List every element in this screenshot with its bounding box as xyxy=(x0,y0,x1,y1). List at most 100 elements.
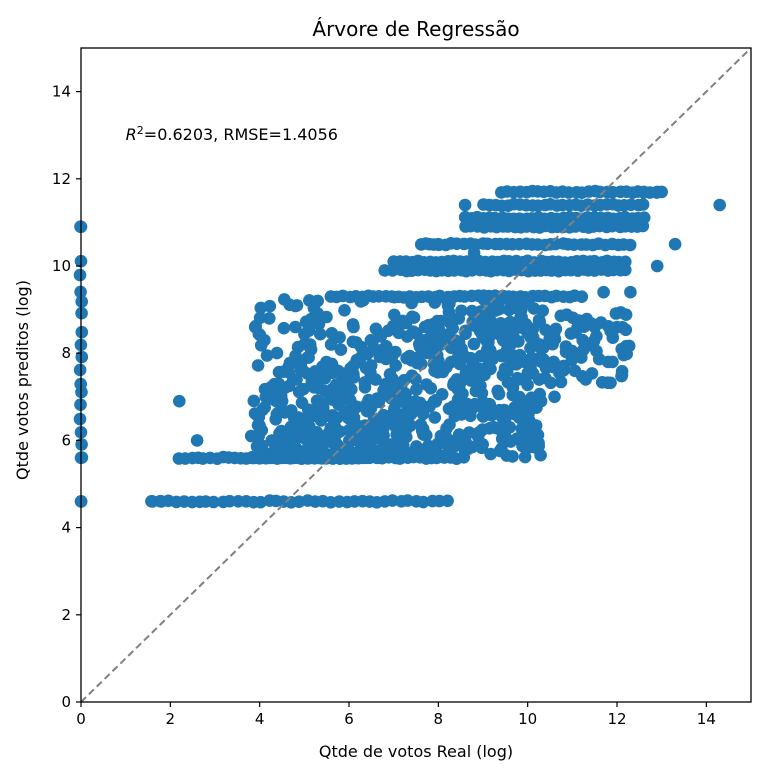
data-point xyxy=(286,440,300,454)
x-axis: 0 2 4 6 8 10 12 14 xyxy=(76,702,716,728)
data-point xyxy=(569,326,582,339)
metrics-text: =0.6203, RMSE=1.4056 xyxy=(144,125,338,144)
data-point xyxy=(270,346,284,360)
data-point xyxy=(484,447,498,461)
plot-frame xyxy=(80,47,752,703)
data-point xyxy=(512,394,525,408)
data-point xyxy=(637,211,651,224)
data-point xyxy=(173,394,186,408)
data-point xyxy=(404,419,417,432)
data-point xyxy=(302,320,316,334)
y-tick-label: 12 xyxy=(52,170,71,188)
data-point xyxy=(575,290,589,304)
data-point xyxy=(412,443,426,457)
data-point xyxy=(371,416,385,430)
data-point xyxy=(314,327,327,341)
y-tick-label: 8 xyxy=(61,344,71,362)
data-point xyxy=(393,430,406,444)
data-point xyxy=(515,372,528,386)
data-point xyxy=(493,403,506,417)
data-point xyxy=(475,310,489,324)
data-point xyxy=(520,431,533,445)
data-point xyxy=(464,351,478,365)
x-tick-label: 6 xyxy=(344,710,354,728)
data-point xyxy=(344,395,358,409)
data-point xyxy=(73,268,87,282)
data-point xyxy=(303,410,317,424)
data-point xyxy=(595,376,609,389)
data-point xyxy=(254,339,268,352)
chart-title: Árvore de Regressão xyxy=(312,17,519,41)
y-tick-label: 2 xyxy=(61,606,71,624)
data-point xyxy=(637,185,651,199)
x-tick-label: 2 xyxy=(166,710,176,728)
data-point xyxy=(428,364,441,378)
data-point xyxy=(324,338,338,351)
data-point xyxy=(373,350,387,364)
data-point xyxy=(478,363,491,376)
data-point xyxy=(532,373,546,386)
data-point xyxy=(597,285,610,299)
metrics-annotation: R2=0.6203, RMSE=1.4056 xyxy=(126,124,338,145)
data-point xyxy=(386,409,399,423)
data-point xyxy=(385,352,398,365)
data-point xyxy=(378,264,392,277)
data-point xyxy=(420,378,433,391)
data-point xyxy=(494,317,508,330)
data-point xyxy=(441,494,454,508)
data-point xyxy=(624,285,637,299)
data-point xyxy=(358,376,372,389)
data-point xyxy=(512,335,525,348)
data-point xyxy=(423,237,436,251)
data-point xyxy=(75,325,89,339)
data-point xyxy=(668,237,682,251)
data-point xyxy=(543,332,556,345)
data-point xyxy=(301,367,315,381)
data-point xyxy=(416,495,430,509)
data-point xyxy=(364,334,378,347)
data-point xyxy=(548,390,561,404)
data-point xyxy=(370,451,384,465)
data-point xyxy=(277,321,291,335)
data-point xyxy=(404,403,417,416)
data-point xyxy=(615,369,628,383)
data-point xyxy=(503,421,517,434)
data-point xyxy=(476,438,490,451)
data-point xyxy=(462,442,475,456)
data-point xyxy=(252,410,266,424)
data-point xyxy=(75,295,88,308)
data-point xyxy=(318,384,332,398)
data-point xyxy=(372,395,386,409)
data-point xyxy=(636,198,650,211)
data-point xyxy=(482,397,496,411)
data-point xyxy=(295,396,309,410)
x-tick-label: 0 xyxy=(76,710,86,728)
r2-exponent: 2 xyxy=(137,124,144,137)
data-point xyxy=(325,327,339,340)
data-point xyxy=(360,404,374,418)
data-point xyxy=(437,436,450,450)
data-point xyxy=(474,349,488,363)
data-point xyxy=(432,237,445,251)
data-point xyxy=(369,322,383,336)
y-tick-label: 4 xyxy=(61,519,71,537)
data-point xyxy=(448,440,461,453)
data-point xyxy=(332,398,345,411)
r2-symbol: R xyxy=(126,125,137,144)
plot-area xyxy=(73,47,752,703)
data-point xyxy=(314,414,328,427)
data-point xyxy=(623,238,637,252)
data-point xyxy=(305,430,319,443)
data-point xyxy=(283,356,297,370)
data-point xyxy=(381,324,395,338)
data-point xyxy=(524,325,537,338)
data-point xyxy=(518,450,532,464)
data-point xyxy=(386,379,400,393)
data-point xyxy=(588,320,601,334)
data-point xyxy=(73,363,87,377)
data-point xyxy=(263,312,276,325)
data-point xyxy=(253,451,266,465)
data-point xyxy=(446,322,460,335)
data-point xyxy=(606,355,619,369)
